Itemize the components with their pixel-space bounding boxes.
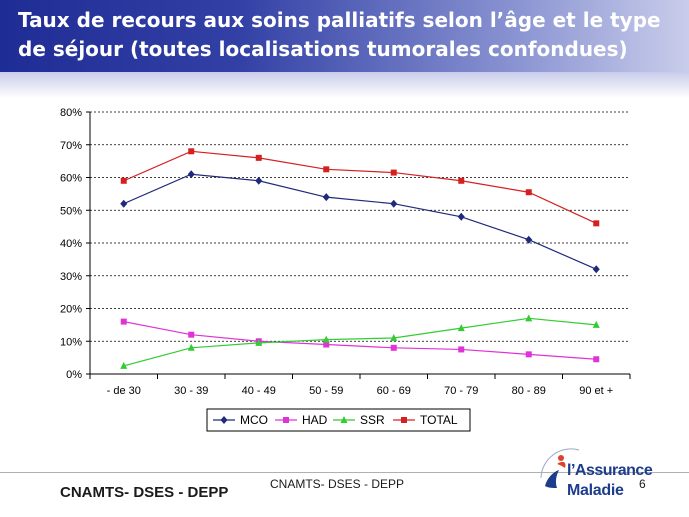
y-tick-label: 60% bbox=[60, 173, 82, 185]
data-point-had bbox=[593, 356, 600, 363]
line-chart: 0% 10% 20% 30% 40% 50% 60% 70% 80% - de 30 30 - 39… bbox=[60, 107, 631, 432]
legend-marker bbox=[340, 416, 348, 423]
page-number: 6 bbox=[639, 477, 646, 491]
x-tick-label: 40 - 49 bbox=[242, 385, 276, 397]
data-point-mco bbox=[457, 212, 465, 221]
header-band bbox=[0, 0, 689, 72]
data-point-total bbox=[323, 166, 330, 173]
series-line-ssr bbox=[123, 317, 597, 367]
legend-label: TOTAL bbox=[420, 413, 458, 427]
x-tick-label: 90 et + bbox=[579, 385, 613, 397]
y-tick-label: 0% bbox=[66, 369, 82, 381]
data-point-total bbox=[525, 189, 532, 196]
data-point-mco bbox=[390, 199, 398, 208]
page-title: Taux de recours aux soins palliatifs sel… bbox=[18, 8, 661, 61]
x-tick-label: 70 - 79 bbox=[444, 385, 478, 397]
data-point-had bbox=[458, 346, 465, 353]
footer-divider bbox=[0, 472, 689, 473]
y-tick-label: 20% bbox=[60, 304, 82, 316]
header-fade bbox=[0, 72, 689, 98]
chart-area: 0% 10% 20% 30% 40% 50% 60% 70% 80% - de 30 30 - 39… bbox=[0, 96, 689, 436]
data-point-ssr bbox=[322, 335, 330, 343]
legend-marker bbox=[283, 417, 289, 423]
data-point-had bbox=[525, 351, 532, 358]
legend-label: MCO bbox=[240, 413, 268, 427]
data-point-mco bbox=[322, 193, 330, 202]
data-point-ssr bbox=[255, 338, 263, 346]
data-point-total bbox=[390, 169, 397, 176]
data-point-ssr bbox=[457, 324, 465, 332]
legend-marker bbox=[401, 417, 407, 423]
data-point-had bbox=[323, 341, 330, 348]
series-line-had bbox=[123, 321, 597, 360]
y-tick-label: 40% bbox=[60, 238, 82, 250]
data-point-ssr bbox=[525, 314, 533, 322]
data-point-mco bbox=[255, 176, 263, 185]
data-point-total bbox=[255, 154, 262, 161]
data-point-mco bbox=[525, 235, 533, 244]
data-point-mco bbox=[120, 199, 128, 208]
legend-label: SSR bbox=[360, 413, 385, 427]
x-tick-label: - de 30 bbox=[107, 385, 141, 397]
y-tick-label: 80% bbox=[60, 107, 82, 119]
y-tick-label: 30% bbox=[60, 271, 82, 283]
series-line-mco bbox=[123, 173, 597, 270]
assurance-maladie-logo: l’Assurance Maladie bbox=[533, 438, 683, 514]
data-point-had bbox=[120, 318, 127, 325]
data-point-total bbox=[120, 177, 127, 184]
data-point-total bbox=[593, 220, 600, 227]
logo-line2: Maladie bbox=[567, 482, 624, 499]
x-tick-label: 50 - 59 bbox=[309, 385, 343, 397]
data-point-ssr bbox=[187, 343, 195, 351]
data-point-had bbox=[390, 344, 397, 351]
data-point-total bbox=[188, 148, 195, 155]
x-tick-label: 60 - 69 bbox=[377, 385, 411, 397]
legend-label: HAD bbox=[302, 413, 328, 427]
data-point-mco bbox=[592, 265, 600, 274]
x-tick-label: 80 - 89 bbox=[512, 385, 546, 397]
data-point-ssr bbox=[120, 361, 128, 369]
data-point-total bbox=[458, 177, 465, 184]
legend-marker bbox=[220, 416, 228, 424]
logo-emblem-icon bbox=[540, 448, 580, 488]
data-point-ssr bbox=[592, 320, 600, 328]
x-tick-label: 30 - 39 bbox=[174, 385, 208, 397]
data-point-ssr bbox=[390, 333, 398, 341]
y-tick-label: 50% bbox=[60, 205, 82, 217]
data-point-mco bbox=[187, 170, 195, 179]
series-line-total bbox=[123, 150, 597, 224]
logo-line1: l’Assurance bbox=[567, 462, 653, 479]
y-tick-label: 10% bbox=[60, 336, 82, 348]
footer-organization: CNAMTS- DSES - DEPP bbox=[60, 484, 229, 501]
data-point-had bbox=[188, 331, 195, 338]
footer-caption: CNAMTS- DSES - DEPP bbox=[270, 477, 405, 491]
y-tick-label: 70% bbox=[60, 140, 82, 152]
